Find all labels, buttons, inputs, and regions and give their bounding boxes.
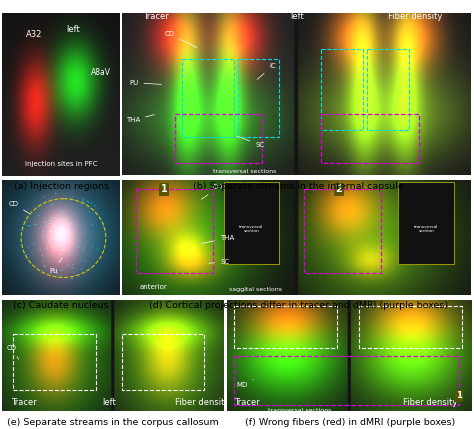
Text: (d) Cortical projections differ in tracer and dMRI (purple boxes): (d) Cortical projections differ in trace…: [148, 301, 448, 310]
Text: (e) Separate streams in the corpus callosum: (e) Separate streams in the corpus callo…: [7, 418, 219, 427]
Text: left: left: [66, 25, 80, 34]
Text: A32: A32: [26, 30, 42, 39]
Text: IC: IC: [257, 63, 276, 79]
Text: SC: SC: [237, 136, 264, 148]
Text: 2: 2: [336, 184, 342, 194]
Text: Tracer: Tracer: [11, 398, 37, 407]
Bar: [304, 190, 381, 273]
Bar: [13, 334, 96, 390]
Text: (a) Injection regions: (a) Injection regions: [14, 182, 109, 191]
Text: Injection sites in PFC: Injection sites in PFC: [25, 161, 97, 167]
Bar: [234, 356, 459, 405]
Text: 1: 1: [456, 391, 462, 400]
Text: PU: PU: [129, 80, 162, 86]
Text: 1: 1: [161, 184, 168, 194]
Bar: [321, 49, 364, 130]
Text: Fiber density: Fiber density: [175, 398, 230, 407]
Text: left: left: [102, 398, 116, 407]
Bar: [122, 334, 204, 390]
Text: SC: SC: [209, 259, 229, 265]
Text: A8aV: A8aV: [91, 68, 110, 77]
Text: (f) Wrong fibers (red) in dMRI (purple boxes): (f) Wrong fibers (red) in dMRI (purple b…: [245, 418, 456, 427]
Text: Tracer: Tracer: [234, 398, 260, 407]
Text: CD: CD: [7, 345, 18, 360]
Text: transversal sections: transversal sections: [268, 408, 332, 414]
Text: (c) Caudate nucleus: (c) Caudate nucleus: [13, 301, 109, 310]
Text: transversal sections: transversal sections: [213, 169, 276, 174]
Bar: [321, 114, 419, 163]
Text: saggital sections: saggital sections: [228, 287, 282, 293]
Text: Fiber density: Fiber density: [403, 398, 457, 407]
Bar: [182, 58, 234, 137]
Text: Fiber density: Fiber density: [388, 12, 442, 21]
Text: (b) Separate streams in the internal capsule: (b) Separate streams in the internal cap…: [193, 182, 403, 191]
Bar: [237, 58, 280, 137]
Text: CD: CD: [8, 201, 29, 214]
Bar: [175, 114, 262, 163]
Bar: [398, 182, 454, 263]
Text: left: left: [290, 12, 304, 21]
Text: THA: THA: [126, 115, 155, 123]
Text: Tracer: Tracer: [143, 12, 169, 21]
Bar: [367, 49, 409, 130]
Text: CD: CD: [164, 31, 197, 48]
Text: Pu: Pu: [49, 258, 62, 274]
Text: THA: THA: [202, 236, 234, 243]
Bar: [234, 306, 337, 348]
Text: MD: MD: [237, 380, 254, 388]
Text: CD: CD: [201, 184, 223, 199]
Text: transversal
section: transversal section: [414, 224, 438, 233]
Bar: [359, 306, 462, 348]
Text: anterior: anterior: [140, 284, 167, 290]
Bar: [224, 182, 280, 263]
Bar: [136, 190, 213, 273]
Text: transversal
section: transversal section: [239, 224, 264, 233]
